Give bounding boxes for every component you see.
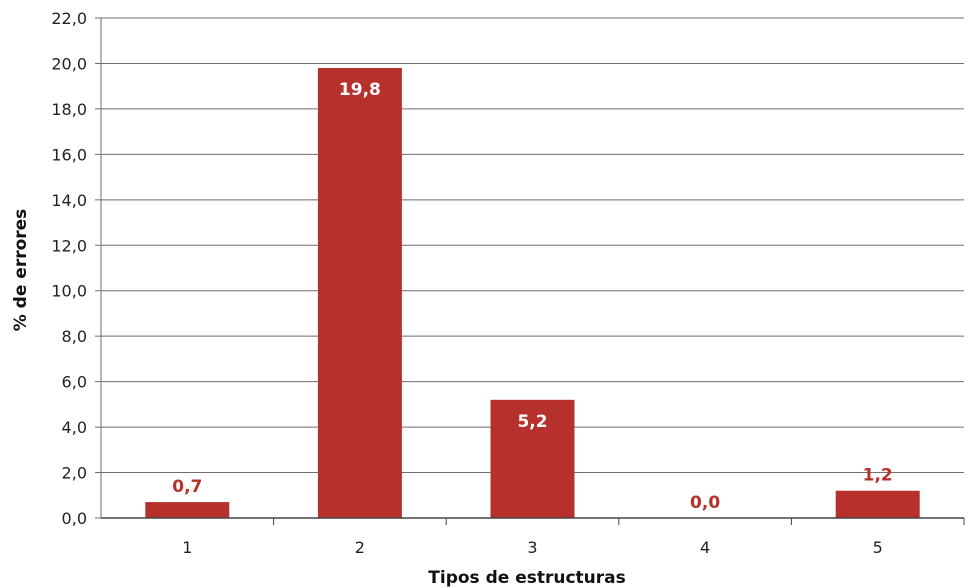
y-tick-label: 12,0 xyxy=(51,236,87,255)
data-label: 5,2 xyxy=(517,412,547,432)
data-label: 0,0 xyxy=(690,493,720,513)
bar-2 xyxy=(317,68,402,518)
y-tick-label: 4,0 xyxy=(62,418,87,437)
bars xyxy=(145,68,920,518)
bar-5 xyxy=(835,490,920,518)
y-tick-label: 16,0 xyxy=(51,145,87,164)
y-tick-label: 8,0 xyxy=(62,327,87,346)
x-tick-label: 5 xyxy=(873,538,883,557)
x-tick-label: 1 xyxy=(182,538,192,557)
x-tick-label: 3 xyxy=(527,538,537,557)
axes: 0,02,04,06,08,010,012,014,016,018,020,02… xyxy=(51,9,965,557)
y-tick-label: 0,0 xyxy=(62,509,87,528)
y-tick-label: 6,0 xyxy=(62,373,87,392)
x-tick-label: 2 xyxy=(355,538,365,557)
y-tick-label: 18,0 xyxy=(51,100,87,119)
x-tick-label: 4 xyxy=(700,538,710,557)
y-tick-label: 2,0 xyxy=(62,464,87,483)
gridlines xyxy=(95,17,964,519)
data-label: 0,7 xyxy=(172,477,202,497)
y-axis-title: % de errores xyxy=(11,209,31,332)
data-labels: 0,7 19,8 5,2 0,0 1,2 xyxy=(172,80,893,513)
data-label: 1,2 xyxy=(863,466,893,486)
bar-1 xyxy=(145,502,230,518)
y-tick-label: 14,0 xyxy=(51,191,87,210)
y-tick-label: 22,0 xyxy=(51,9,87,28)
bar-3 xyxy=(490,399,575,518)
x-axis-title: Tipos de estructuras xyxy=(428,568,625,588)
y-tick-label: 10,0 xyxy=(51,282,87,301)
y-tick-label: 20,0 xyxy=(51,54,87,73)
data-label: 19,8 xyxy=(339,80,381,100)
